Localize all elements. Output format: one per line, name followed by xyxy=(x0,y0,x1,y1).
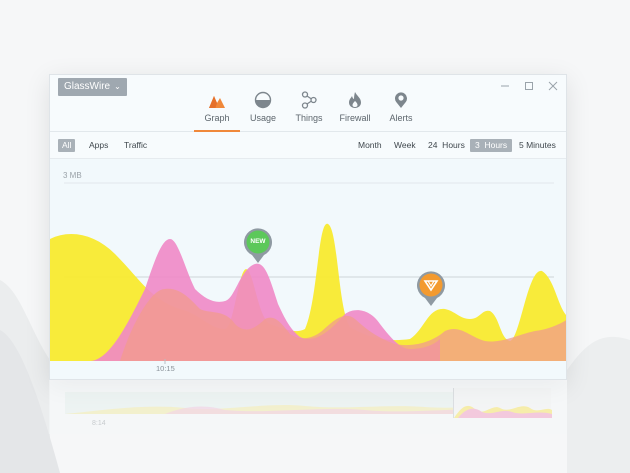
firewall-icon xyxy=(349,92,361,108)
chevron-down-icon: ⌄ xyxy=(114,82,121,91)
app-header: GlassWire ⌄ Graph xyxy=(50,75,566,132)
things-icon xyxy=(301,91,317,109)
filter-all[interactable]: All xyxy=(58,139,76,152)
window-controls xyxy=(498,79,560,93)
range-5-minutes[interactable]: 5 Minutes xyxy=(519,140,556,150)
timeline-overview[interactable]: 8:14 xyxy=(49,380,567,434)
close-icon xyxy=(548,81,558,91)
brand-menu-button[interactable]: GlassWire ⌄ xyxy=(58,78,127,96)
tab-alerts[interactable]: Alerts xyxy=(378,87,424,132)
minimize-button[interactable] xyxy=(498,79,512,93)
graph-canvas xyxy=(50,182,566,364)
app-alert-icon xyxy=(417,271,445,306)
total-area xyxy=(50,288,566,361)
new-marker-label: NEW xyxy=(250,238,266,245)
tab-alerts-label: Alerts xyxy=(389,113,413,123)
main-nav: Graph Usage xyxy=(194,87,424,132)
y-axis-label: 3 MB xyxy=(63,171,82,180)
glasswire-window: GlassWire ⌄ Graph xyxy=(49,74,567,380)
tab-usage[interactable]: Usage xyxy=(240,87,286,132)
x-axis-label: 10:15 xyxy=(156,364,175,373)
overview-selection-sparkline xyxy=(454,405,552,418)
tab-graph-label: Graph xyxy=(204,113,230,123)
minimize-icon xyxy=(501,85,509,87)
tab-graph[interactable]: Graph xyxy=(194,87,240,132)
graph-icon xyxy=(209,96,225,108)
filter-traffic[interactable]: Traffic xyxy=(124,140,148,150)
tab-things-label: Things xyxy=(295,113,323,123)
range-month[interactable]: Month xyxy=(358,140,382,150)
range-24-hours[interactable]: 24 Hours xyxy=(428,140,465,150)
close-button[interactable] xyxy=(546,79,560,93)
alerts-icon xyxy=(395,92,407,108)
tab-things[interactable]: Things xyxy=(286,87,332,132)
tab-firewall[interactable]: Firewall xyxy=(332,87,378,132)
maximize-icon xyxy=(525,82,533,90)
tab-firewall-label: Firewall xyxy=(339,113,371,123)
new-app-marker[interactable]: NEW xyxy=(243,228,273,269)
tab-usage-label: Usage xyxy=(249,113,276,123)
range-3-hours[interactable]: 3 Hours xyxy=(470,139,513,152)
app-alert-marker[interactable] xyxy=(416,271,446,312)
filter-apps[interactable]: Apps xyxy=(89,140,109,150)
graph-toolbar: All Apps Traffic Month Week 24 Hours 3 H… xyxy=(50,132,566,159)
overview-time-label: 8:14 xyxy=(92,420,106,427)
network-graph[interactable]: 3 MB 10:15 NEW xyxy=(50,159,566,379)
brand-menu-label: GlassWire xyxy=(64,81,111,92)
maximize-button[interactable] xyxy=(522,79,536,93)
range-week[interactable]: Week xyxy=(394,140,416,150)
usage-icon xyxy=(254,91,272,109)
overview-selection-window[interactable] xyxy=(453,388,552,418)
new-marker-pin-icon xyxy=(244,228,272,263)
